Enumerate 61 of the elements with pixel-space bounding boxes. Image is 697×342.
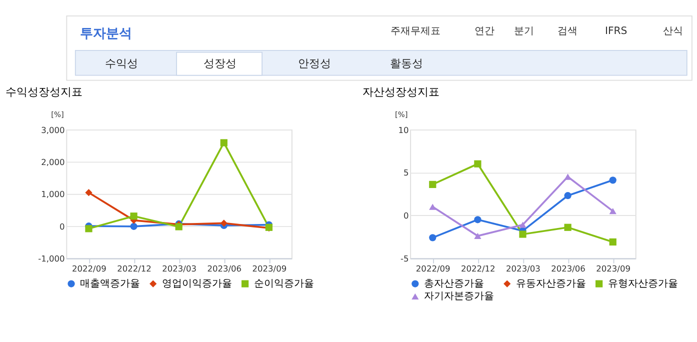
text: 활동성: [390, 57, 423, 70]
y-tick-label: 10: [398, 124, 409, 135]
legend-label: 총자산증가율: [424, 278, 484, 290]
point: [564, 192, 572, 200]
text: 안정성: [298, 57, 331, 70]
point: [609, 238, 616, 246]
x-tick-label: 2023/03: [506, 264, 540, 274]
point: [519, 222, 526, 228]
point: [175, 223, 182, 230]
x-tick-label: 2023/09: [596, 264, 630, 274]
point: [609, 176, 616, 184]
chart-title: 자산성장성지표: [362, 86, 440, 99]
y-axis-title: [%]: [395, 110, 408, 120]
point: [609, 208, 616, 214]
x-tick-label: 2023/03: [162, 264, 196, 274]
point: [130, 212, 138, 220]
x-tick-label: 2023/09: [252, 264, 287, 274]
point: [564, 174, 572, 180]
text: 성장성: [203, 57, 236, 70]
point: [429, 180, 436, 188]
text: 검색: [557, 26, 578, 37]
point: [429, 234, 436, 242]
point: [429, 204, 436, 210]
point: [130, 222, 138, 230]
point: [474, 216, 482, 224]
point: [519, 230, 526, 238]
x-tick-label: 2022/09: [72, 264, 106, 274]
text: 연간: [474, 26, 495, 37]
y-tick-label: -1,000: [38, 253, 65, 264]
text: 투자분석: [80, 26, 132, 42]
y-tick-label: 5: [403, 168, 409, 178]
y-tick-label: -5: [400, 253, 409, 264]
point: [85, 225, 92, 232]
text: IFRS: [604, 26, 628, 37]
x-tick-label: 2023/06: [551, 264, 586, 274]
y-tick-label: 0: [403, 210, 409, 221]
text: 분기: [514, 26, 534, 37]
point: [564, 224, 572, 231]
point: [474, 160, 482, 168]
point: [85, 189, 92, 196]
x-tick-label: 2023/06: [207, 264, 242, 274]
legend-label: 유동자산증가율: [516, 278, 586, 290]
text: 산식: [663, 26, 684, 37]
y-tick-label: 0: [60, 221, 65, 232]
y-tick-label: 3,000: [41, 124, 65, 135]
legend-label: 유형자산증가율: [608, 278, 678, 290]
point: [220, 139, 228, 146]
y-axis-title: [%]: [51, 110, 64, 120]
legend-label: 순이익증가율: [254, 278, 314, 290]
point: [474, 232, 482, 240]
legend-label: 자기자본증가율: [424, 291, 494, 302]
chart-title: 수익성장성지표: [6, 86, 83, 99]
y-tick-label: 2,000: [41, 156, 65, 167]
text: 주재무제표: [390, 26, 441, 37]
x-tick-label: 2022/12: [117, 264, 152, 274]
x-tick-label: 2022/09: [416, 264, 450, 274]
legend-label: 영업이익증가율: [162, 278, 232, 290]
y-tick-label: 1,000: [41, 189, 65, 200]
legend-label: 매출액증가율: [80, 278, 140, 290]
x-tick-label: 2022/12: [460, 264, 496, 274]
text: 수익성: [104, 57, 138, 70]
